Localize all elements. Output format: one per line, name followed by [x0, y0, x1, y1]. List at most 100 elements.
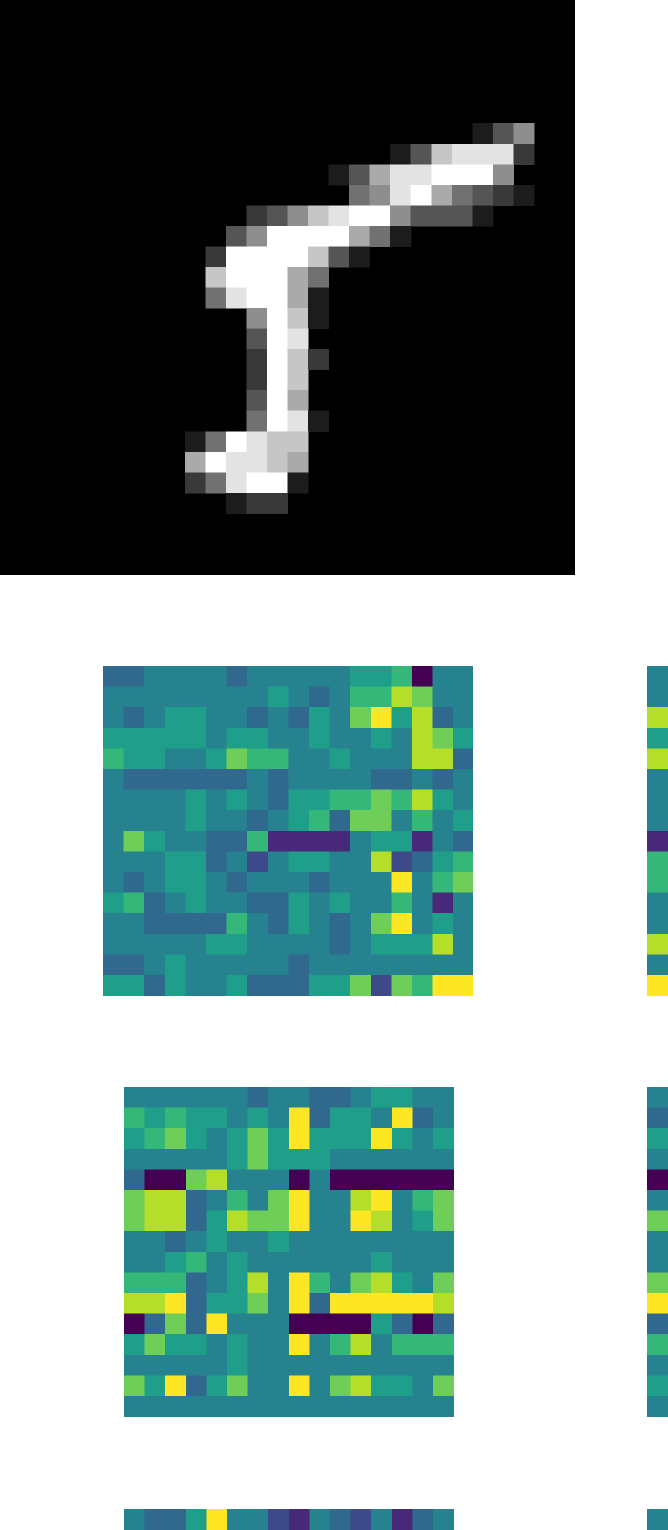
feature-map-cell: [371, 1107, 393, 1129]
feature-map-cell: [432, 975, 454, 996]
digit-pixel: [369, 205, 391, 227]
feature-map-cell: [309, 1293, 331, 1315]
feature-map-cell: [247, 769, 269, 791]
feature-map-cell: [350, 913, 372, 935]
feature-map-cell: [309, 1107, 331, 1129]
digit-pixel: [225, 287, 248, 309]
feature-map-cell: [123, 954, 145, 976]
feature-map-cell: [185, 851, 207, 873]
feature-map-cell: [185, 1210, 207, 1232]
feature-map-cell: [330, 1375, 352, 1397]
feature-map-cell: [144, 707, 166, 729]
feature-map-cell: [453, 769, 473, 791]
feature-map-cell: [288, 686, 310, 708]
feature-map-cell: [309, 830, 331, 852]
feature-map-cell: [123, 748, 145, 770]
feature-map-cell: [453, 851, 473, 873]
feature-map-cell: [247, 1087, 269, 1109]
feature-map-cell: [350, 1169, 372, 1191]
feature-map-cell: [288, 954, 310, 976]
feature-map-cell: [247, 872, 269, 894]
feature-map-cell: [268, 1375, 290, 1397]
feature-map-cell: [227, 1375, 249, 1397]
feature-map-cell: [647, 666, 668, 688]
feature-map-cell: [267, 851, 289, 873]
digit-pixel: [184, 451, 206, 473]
feature-map-cell: [226, 707, 248, 729]
feature-map-cell: [123, 727, 145, 749]
feature-map-cell: [268, 1169, 290, 1191]
feature-map-cell: [185, 707, 207, 729]
feature-map-cell: [371, 1190, 393, 1212]
feature-map-cell: [370, 810, 392, 832]
feature-map-cell: [329, 727, 351, 749]
feature-map-cell: [412, 1169, 434, 1191]
digit-pixel: [266, 225, 289, 248]
feature-map-cell: [165, 1272, 187, 1294]
digit-pixel: [349, 246, 371, 268]
feature-map-cell: [226, 666, 248, 688]
feature-map-cell: [433, 1190, 454, 1212]
feature-map-cell: [206, 1087, 228, 1109]
feature-map-cell: [267, 872, 289, 894]
feature-map-cell: [391, 1251, 413, 1273]
feature-map-cell: [247, 1210, 269, 1232]
feature-map-cell: [288, 1148, 310, 1170]
feature-map-cell: [309, 789, 331, 811]
feature-map-cell: [268, 1128, 290, 1150]
feature-map-cell: [206, 1293, 228, 1315]
feature-map-cell: [164, 707, 186, 729]
digit-pixel: [492, 123, 514, 145]
feature-map-cell: [185, 913, 207, 935]
feature-map-cell: [350, 1396, 372, 1417]
feature-map-cell: [144, 686, 166, 708]
feature-map-cell: [124, 1231, 146, 1253]
digit-pixel: [266, 266, 289, 289]
feature-map-cell: [247, 810, 269, 832]
feature-map-cell: [433, 1396, 454, 1417]
digit-pixel: [246, 431, 268, 453]
feature-map-cell: [268, 1354, 290, 1376]
digit-pixel: [390, 143, 412, 165]
feature-map-cell: [247, 727, 269, 749]
feature-map-cell: [647, 748, 668, 770]
feature-map-cell: [647, 1272, 668, 1294]
feature-map-cell: [267, 830, 289, 852]
digit-pixel: [246, 472, 268, 494]
feature-map-cell: [391, 686, 413, 708]
feature-map-cell: [350, 1354, 372, 1376]
feature-map-cell: [391, 872, 413, 894]
feature-map-cell: [185, 872, 207, 894]
feature-map-cell: [309, 1169, 331, 1191]
feature-map-cell: [124, 1313, 146, 1335]
feature-map-cell: [123, 892, 145, 914]
feature-map-cell: [288, 1375, 310, 1397]
feature-map-cell: [647, 769, 668, 791]
digit-pixel: [287, 225, 309, 248]
feature-map-cell: [124, 1087, 146, 1109]
feature-map-cell: [309, 727, 331, 749]
feature-map-cell: [247, 913, 269, 935]
digit-pixel: [287, 349, 309, 371]
feature-map-cell: [144, 1334, 166, 1356]
feature-map-cell: [226, 892, 248, 914]
feature-map-cell: [330, 1148, 352, 1170]
feature-map-cell: [647, 686, 668, 708]
feature-map-cell: [165, 1375, 187, 1397]
feature-map-cell: [391, 727, 413, 749]
feature-map-cell: [185, 1107, 207, 1129]
feature-map-cell: [144, 1313, 166, 1335]
feature-map-cell: [103, 769, 125, 791]
digit-pixel: [328, 164, 350, 186]
feature-map-cell: [412, 1293, 434, 1315]
feature-map-cell: [391, 810, 413, 832]
feature-map-cell: [206, 1251, 228, 1273]
digit-image: [0, 0, 575, 575]
digit-pixel: [246, 410, 268, 432]
digit-pixel: [205, 266, 227, 289]
feature-map-cell: [412, 954, 434, 976]
feature-map-cell: [267, 975, 289, 996]
feature-map-cell: [164, 666, 186, 688]
feature-map-cell: [309, 851, 331, 873]
feature-map-cell: [329, 954, 351, 976]
